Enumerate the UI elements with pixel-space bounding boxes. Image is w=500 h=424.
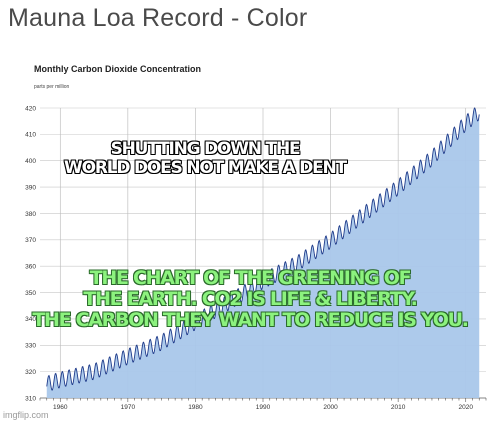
page-title: Mauna Loa Record - Color: [8, 4, 308, 32]
overlay-caption-top: SHUTTING DOWN THE WORLD DOES NOT MAKE A …: [20, 140, 390, 178]
co2-series-line: [46, 107, 480, 391]
imgflip-watermark: imgflip.com: [3, 410, 49, 420]
overlay-top-line-2: WORLD DOES NOT MAKE A DENT: [64, 158, 347, 178]
chart-title: Monthly Carbon Dioxide Concentration: [34, 64, 201, 74]
x-tick-label: 1960: [53, 404, 68, 411]
x-tick-label: 1980: [188, 404, 203, 411]
y-tick-label: 390: [25, 184, 36, 191]
y-tick-label: 380: [25, 211, 36, 218]
x-tick-labels: 1960 1970 1980 1990 2000 2010 2020: [53, 404, 473, 411]
y-tick-label: 340: [25, 316, 36, 323]
y-axis-label: parts per million: [34, 84, 70, 90]
y-tick-label: 410: [25, 132, 36, 139]
y-tick-label: 400: [25, 158, 36, 165]
overlay-top-line-1: SHUTTING DOWN THE: [110, 139, 301, 159]
overlay-bottom-line-2: THE EARTH. CO2 IS LIFE & LIBERTY.: [83, 288, 417, 310]
x-minor-ticks: [39, 398, 487, 402]
x-tick-label: 1970: [121, 404, 136, 411]
y-tick-label: 330: [25, 343, 36, 350]
x-tick-label: 2020: [458, 404, 473, 411]
co2-area-fill: [46, 108, 480, 398]
y-tick-label: 420: [25, 105, 36, 112]
y-tick-label: 320: [25, 369, 36, 376]
overlay-caption-bottom: THE CHART OF THE GREENING OF THE EARTH. …: [0, 268, 500, 331]
overlay-bottom-line-3: THE CARBON THEY WANT TO REDUCE IS YOU.: [32, 309, 469, 331]
y-tick-labels: 310 320 330 340 350 360 370 380 390 400 410 420: [25, 105, 36, 402]
y-tick-label: 360: [25, 263, 36, 270]
x-tick-label: 1990: [256, 404, 271, 411]
y-tick-label: 310: [25, 395, 36, 402]
overlay-bottom-line-1: THE CHART OF THE GREENING OF: [89, 267, 412, 289]
x-tick-label: 2010: [391, 404, 406, 411]
x-tick-label: 2000: [323, 404, 338, 411]
y-tick-label: 370: [25, 237, 36, 244]
y-tick-label: 350: [25, 290, 36, 297]
